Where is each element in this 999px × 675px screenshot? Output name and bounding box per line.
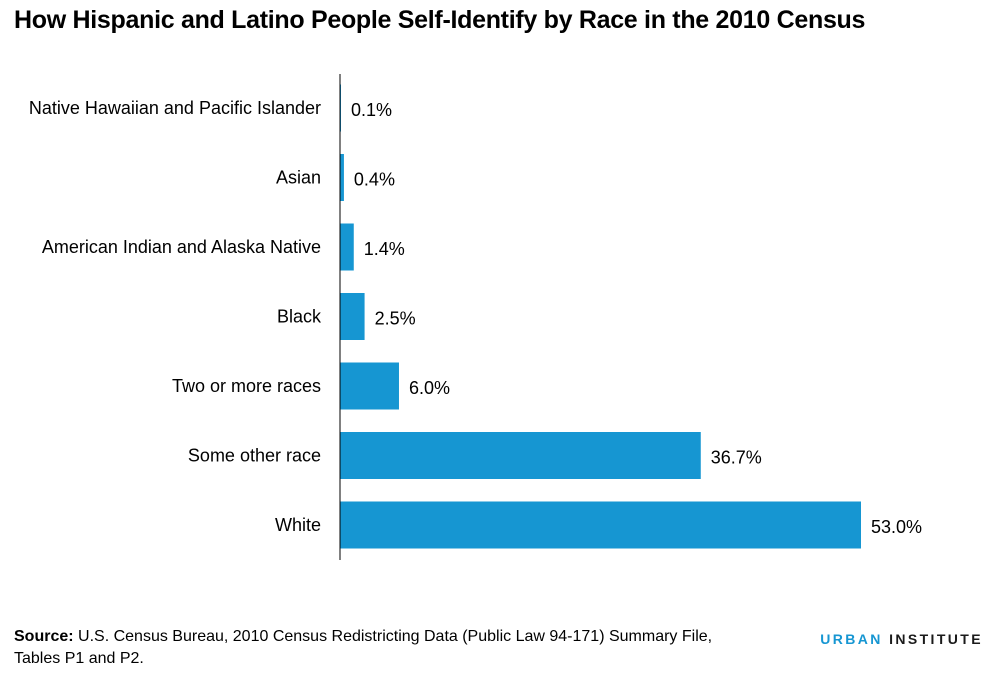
source-text: U.S. Census Bureau, 2010 Census Redistri… — [14, 628, 713, 667]
chart-title: How Hispanic and Latino People Self-Iden… — [14, 6, 866, 34]
category-label: Some other race — [188, 446, 321, 466]
bar — [340, 154, 344, 201]
value-label: 0.1% — [351, 100, 392, 120]
bar-chart: Native Hawaiian and Pacific Islander 0.1%… — [29, 74, 922, 560]
brand-logo: URBAN INSTITUTE — [820, 631, 983, 647]
source-label: Source: — [14, 628, 74, 645]
category-label: Black — [277, 307, 322, 327]
value-label: 6.0% — [409, 378, 450, 398]
category-label: White — [275, 515, 321, 535]
bar — [340, 501, 861, 549]
value-label: 53.0% — [871, 517, 922, 537]
bar — [340, 432, 701, 479]
value-label: 2.5% — [375, 309, 416, 329]
bar — [340, 223, 354, 271]
value-label: 1.4% — [364, 239, 405, 259]
category-label: Native Hawaiian and Pacific Islander — [29, 98, 321, 118]
value-label: 0.4% — [354, 170, 395, 190]
bar — [340, 293, 365, 340]
source-note: Source: U.S. Census Bureau, 2010 Census … — [14, 626, 714, 670]
bar — [340, 362, 399, 410]
category-label: American Indian and Alaska Native — [42, 237, 321, 257]
category-label: Asian — [276, 168, 321, 188]
brand-part2: INSTITUTE — [889, 631, 983, 647]
value-label: 36.7% — [711, 448, 762, 468]
category-label: Two or more races — [172, 376, 321, 396]
brand-part1: URBAN — [820, 631, 883, 647]
